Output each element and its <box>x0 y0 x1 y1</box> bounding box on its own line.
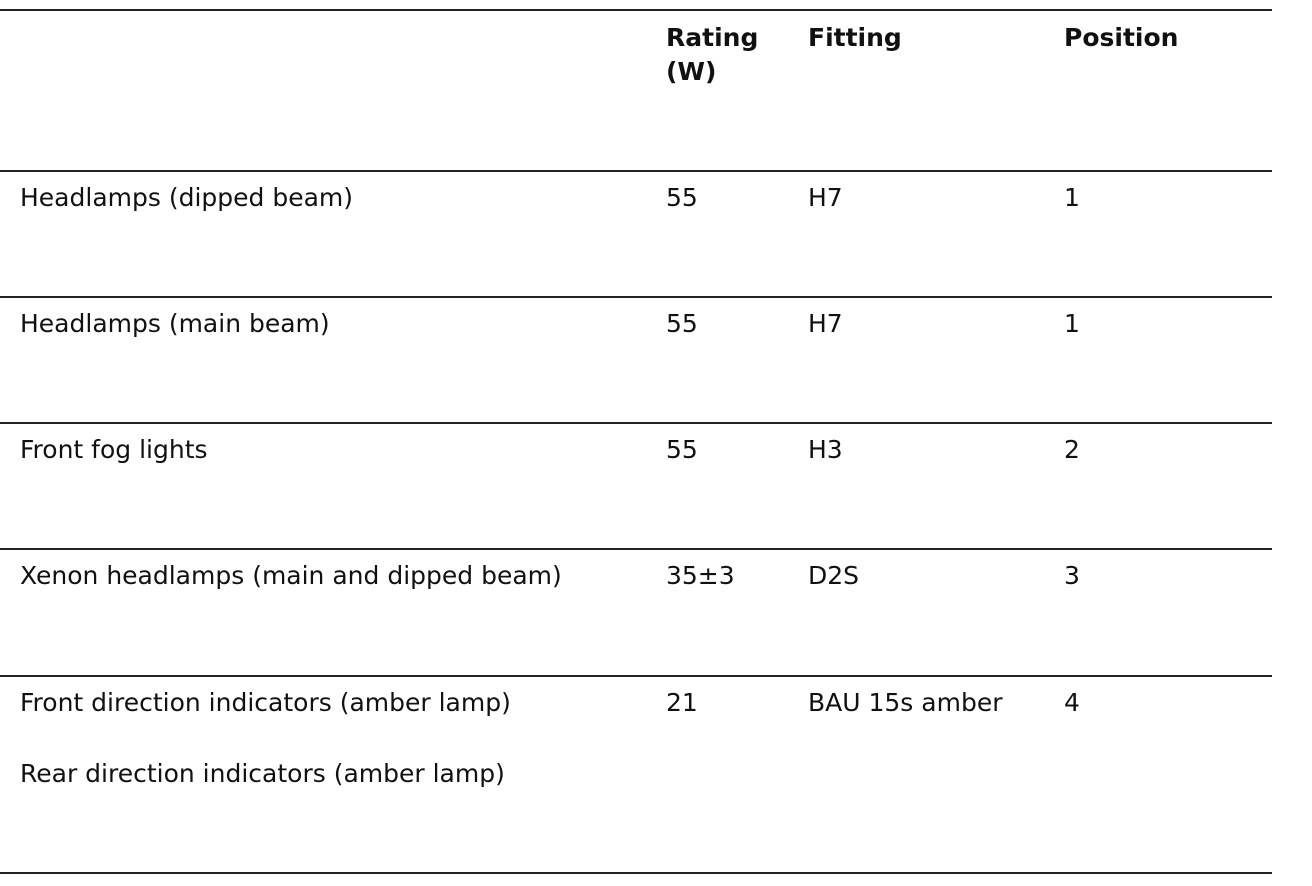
cell-text: 4 <box>1064 688 1080 717</box>
row-rule <box>0 296 1272 298</box>
cell-text: Headlamps (main beam) <box>20 309 330 338</box>
column-header: Fitting <box>808 23 902 52</box>
row-rule <box>0 9 1272 11</box>
row-rule <box>0 548 1272 550</box>
cell-text: Xenon headlamps (main and dipped beam) <box>20 561 562 590</box>
cell-text: 35±3 <box>666 561 735 590</box>
row-rule <box>0 872 1272 874</box>
cell-text: BAU 15s amber <box>808 688 1003 717</box>
cell-text: D2S <box>808 561 860 590</box>
cell-text: 21 <box>666 688 698 717</box>
cell-text: 3 <box>1064 561 1080 590</box>
cell-text: H3 <box>808 435 843 464</box>
cell-text: Rear direction indicators (amber lamp) <box>20 759 505 788</box>
cell-text: Headlamps (dipped beam) <box>20 183 354 212</box>
cell-text: H7 <box>808 183 843 212</box>
cell-text: 1 <box>1064 183 1080 212</box>
cell-text: 55 <box>666 183 698 212</box>
row-rule <box>0 170 1272 172</box>
row-rule <box>0 675 1272 677</box>
row-rule <box>0 422 1272 424</box>
cell-text: 2 <box>1064 435 1080 464</box>
cell-text: 55 <box>666 435 698 464</box>
cell-text: 1 <box>1064 309 1080 338</box>
cell-text: Front fog lights <box>20 435 208 464</box>
cell-text: Front direction indicators (amber lamp) <box>20 688 511 717</box>
column-header: Position <box>1064 23 1179 52</box>
column-header: Rating (W) <box>666 23 759 86</box>
cell-text: H7 <box>808 309 843 338</box>
cell-text: 55 <box>666 309 698 338</box>
